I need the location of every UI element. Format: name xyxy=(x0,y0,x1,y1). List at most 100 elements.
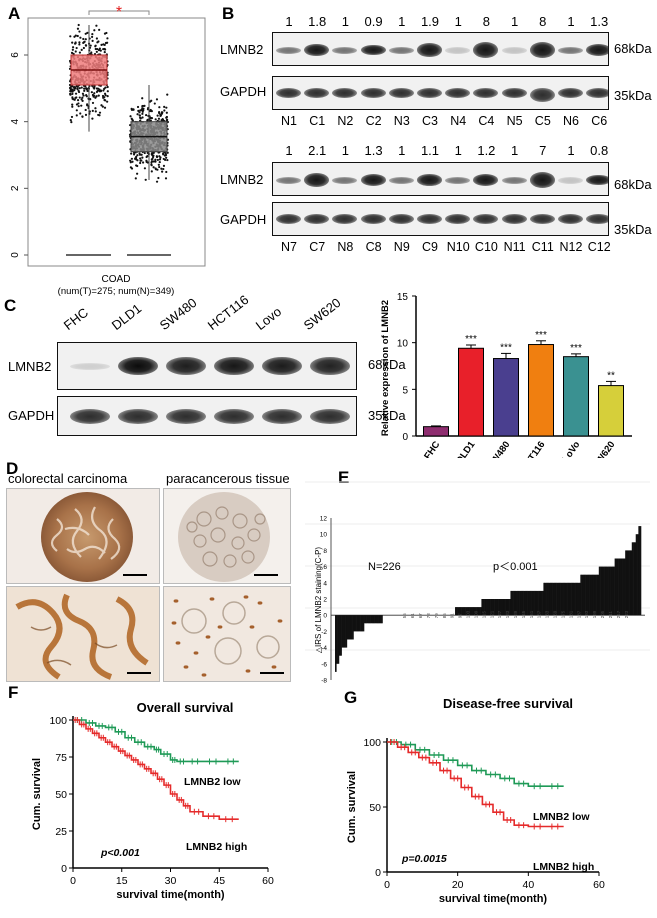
data-point xyxy=(130,108,134,111)
data-point xyxy=(74,34,77,37)
data-point xyxy=(143,151,146,155)
data-point xyxy=(130,152,133,155)
case-bar xyxy=(488,599,490,616)
lane-label: C9 xyxy=(422,240,438,254)
panel-letter-g: G xyxy=(344,688,358,707)
data-point xyxy=(103,51,106,54)
bar xyxy=(458,347,484,437)
band-ratio-label: 1 xyxy=(567,143,575,158)
protein-band xyxy=(360,44,386,56)
case-bar xyxy=(341,615,344,648)
series-label: LMNB2 low xyxy=(184,776,241,788)
y-tick-label: -6 xyxy=(321,661,327,668)
data-point xyxy=(142,108,145,112)
lane-label: N2 xyxy=(337,114,354,128)
protein-band xyxy=(310,357,350,375)
gapdh-band xyxy=(388,214,414,224)
lane-label: N4 xyxy=(450,114,467,128)
gapdh-band xyxy=(529,88,555,102)
data-point xyxy=(166,158,169,162)
data-point xyxy=(91,117,94,120)
case-bar xyxy=(557,582,560,616)
data-point xyxy=(155,180,159,183)
lane-label: N3 xyxy=(393,114,410,128)
y-tick-label: 6 xyxy=(10,52,21,58)
lane-label: C8 xyxy=(365,240,382,254)
x-tick-label: 40 xyxy=(522,879,534,891)
case-bar xyxy=(548,582,551,616)
data-point xyxy=(69,35,72,38)
lane-label: C3 xyxy=(422,114,438,128)
data-point xyxy=(158,158,162,161)
x-tick-label: LoVo xyxy=(560,439,582,458)
data-point xyxy=(78,51,82,54)
y-tick-label: 0 xyxy=(10,252,21,258)
case-tick-label: 103 xyxy=(466,610,471,618)
x-tick-label: SW480 xyxy=(486,439,513,458)
data-point xyxy=(158,110,161,114)
data-point xyxy=(138,153,142,156)
data-point xyxy=(136,113,139,116)
case-tick-label: 157 xyxy=(537,610,542,618)
chart-title: Disease-free survival xyxy=(443,696,573,711)
case-tick-label: 91 xyxy=(450,613,455,619)
protein-band xyxy=(118,357,158,375)
case-bar xyxy=(337,615,340,664)
data-point xyxy=(152,155,155,159)
case-tick-label: 181 xyxy=(568,610,573,618)
case-bar xyxy=(514,590,516,616)
band-ratio-label: 7 xyxy=(539,143,547,158)
case-bar xyxy=(472,607,474,616)
data-point xyxy=(84,44,88,47)
case-bar xyxy=(481,599,484,616)
bar xyxy=(493,358,519,437)
kda-68-label: 68kDa xyxy=(614,41,652,56)
y-tick-label: 5 xyxy=(402,385,408,396)
case-tick-label: 217 xyxy=(616,610,621,618)
data-point xyxy=(94,47,97,51)
data-point xyxy=(141,104,144,108)
data-point xyxy=(71,105,74,108)
case-bar xyxy=(604,566,606,616)
x-tick-label: SW620 xyxy=(591,439,618,458)
band-ratio-label: 1 xyxy=(341,14,349,29)
data-point xyxy=(149,109,152,113)
case-bar xyxy=(608,566,610,616)
lmnb2-blot xyxy=(57,342,357,390)
case-bar xyxy=(494,599,497,616)
data-point xyxy=(103,106,107,109)
data-point xyxy=(70,88,73,91)
x-tick-label: 0 xyxy=(70,875,76,887)
data-point xyxy=(166,93,169,96)
case-bar xyxy=(543,582,546,616)
case-bar xyxy=(350,615,353,640)
data-point xyxy=(80,86,83,89)
y-tick-label: 100 xyxy=(49,715,67,727)
case-bar xyxy=(552,582,555,616)
data-point xyxy=(136,172,139,175)
p-annotation: p＜0.001 xyxy=(493,561,538,573)
protein-band xyxy=(529,42,555,58)
case-bar xyxy=(523,590,526,616)
gapdh-band xyxy=(558,88,583,98)
data-point xyxy=(162,153,165,156)
data-point xyxy=(160,118,163,122)
case-bar xyxy=(577,582,580,616)
case-tick-label: 79 xyxy=(434,613,439,619)
kda-35-label: 35kDa xyxy=(368,408,406,423)
case-bar xyxy=(348,615,350,640)
protein-band xyxy=(360,174,386,186)
data-point xyxy=(100,43,103,46)
data-point xyxy=(103,32,107,35)
protein-band xyxy=(586,174,608,186)
n-annotation: N=226 xyxy=(368,561,401,573)
case-tick-label: 169 xyxy=(553,610,558,618)
gapdh-band xyxy=(304,214,330,224)
case-bar xyxy=(342,615,345,648)
data-point xyxy=(96,89,99,93)
cell-line-label: Lovo xyxy=(252,303,285,333)
case-bar xyxy=(506,599,509,616)
band-ratio-label: 0.9 xyxy=(364,14,383,29)
data-point xyxy=(92,94,96,97)
